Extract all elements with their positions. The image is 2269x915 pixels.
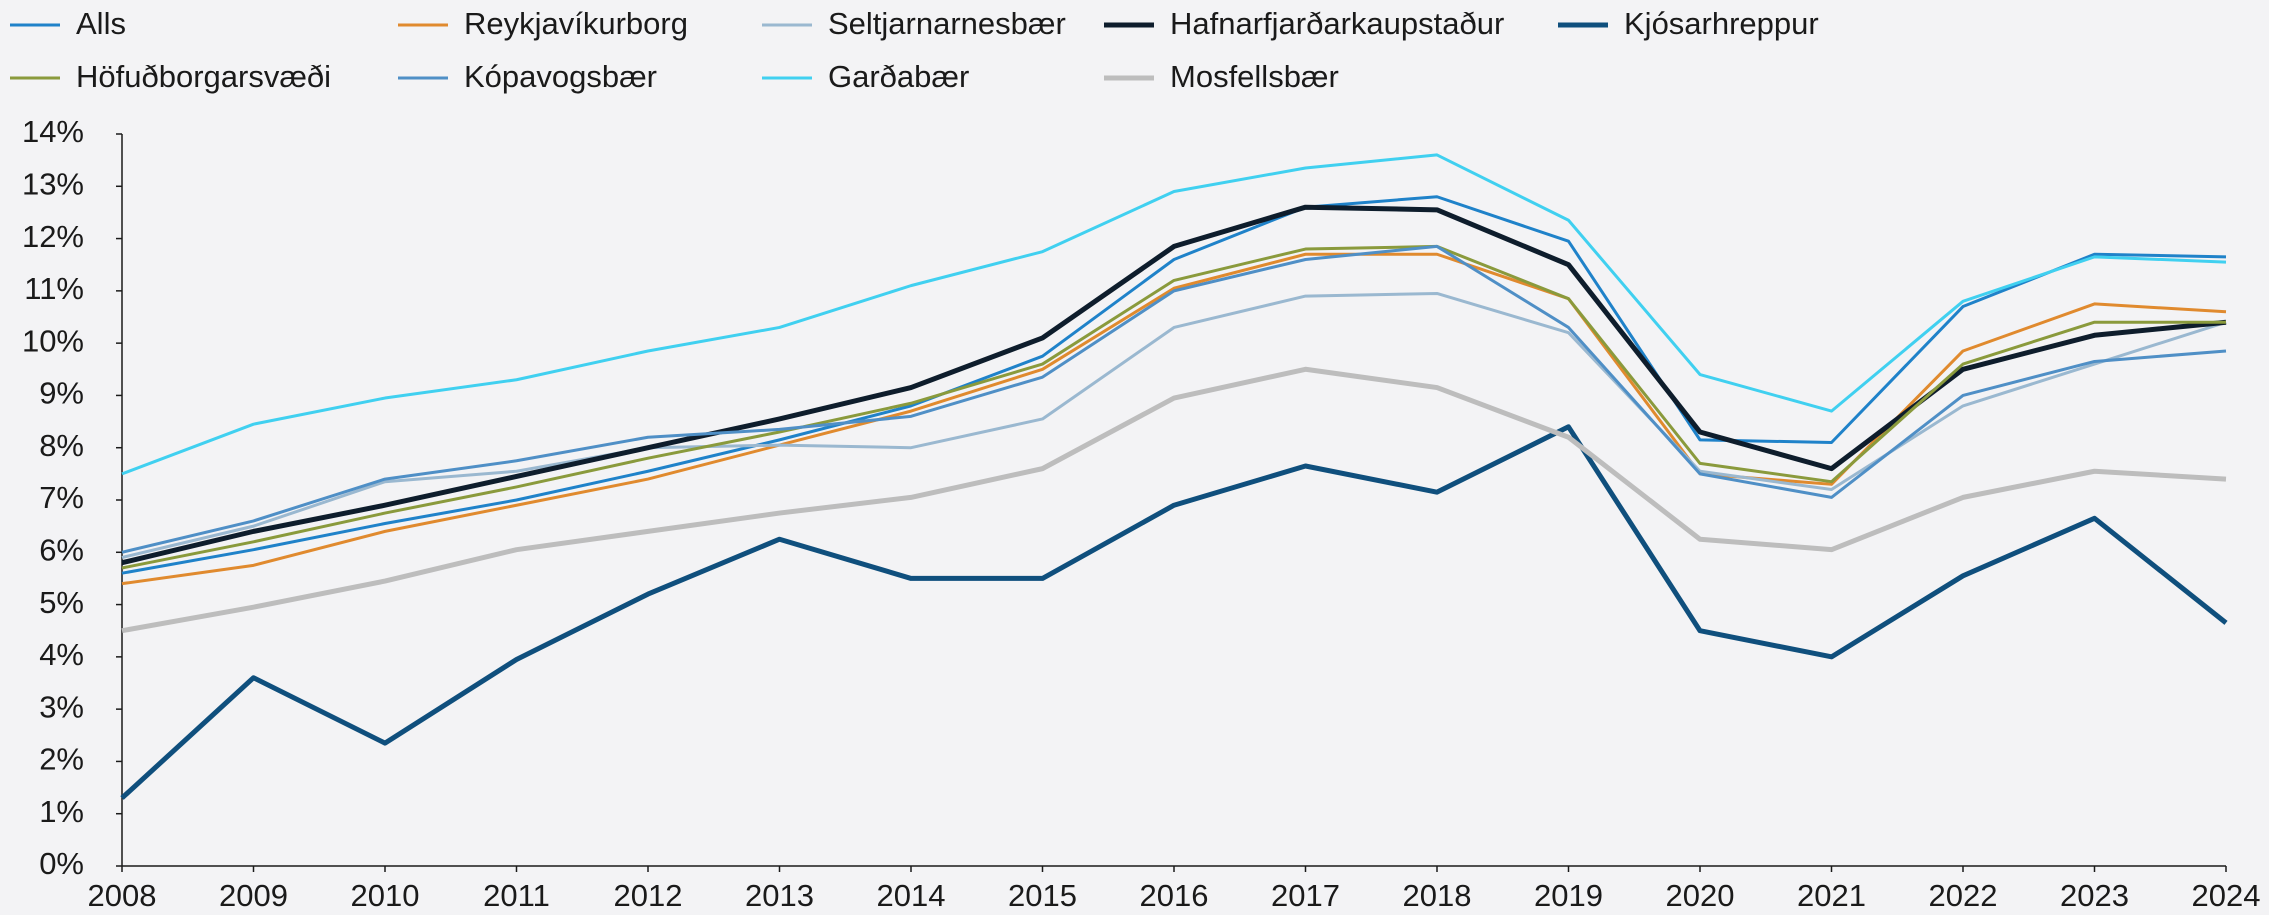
y-tick-label: 13% <box>22 166 84 201</box>
x-tick-label: 2014 <box>877 878 946 913</box>
series-line <box>121 195 2227 575</box>
x-tick-label: 2024 <box>2192 878 2261 913</box>
x-tick-label: 2018 <box>1403 878 1472 913</box>
y-tick-label: 2% <box>39 742 84 777</box>
x-tick-label: 2017 <box>1271 878 1340 913</box>
series-line <box>121 204 2227 566</box>
legend-label: Seltjarnarnesbær <box>828 6 1066 41</box>
y-tick-label: 3% <box>39 689 84 724</box>
x-tick-label: 2010 <box>351 878 420 913</box>
y-tick-label: 6% <box>39 532 84 567</box>
y-tick-label: 5% <box>39 585 84 620</box>
legend-label: Garðabær <box>828 59 969 94</box>
y-tick-label: 14% <box>22 114 84 149</box>
y-tick-label: 10% <box>22 323 84 358</box>
x-tick-label: 2008 <box>88 878 157 913</box>
legend-label: Höfuðborgarsvæði <box>76 59 331 94</box>
x-tick-label: 2011 <box>483 878 550 913</box>
series-line <box>121 244 2227 554</box>
y-tick-label: 0% <box>39 846 84 881</box>
legend-label: Alls <box>76 6 126 41</box>
series-line <box>121 366 2227 634</box>
x-tick-label: 2020 <box>1666 878 1735 913</box>
x-tick-label: 2021 <box>1797 878 1866 913</box>
y-tick-label: 8% <box>39 428 84 463</box>
x-tick-label: 2012 <box>614 878 683 913</box>
x-tick-label: 2016 <box>1140 878 1209 913</box>
x-tick-label: 2015 <box>1008 878 1077 913</box>
y-tick-label: 7% <box>39 480 84 515</box>
series-line <box>121 252 2227 586</box>
legend-label: Kjósarhreppur <box>1624 6 1819 41</box>
series-line <box>121 244 2226 570</box>
y-tick-label: 4% <box>39 637 84 672</box>
series-line <box>121 153 2227 476</box>
x-tick-label: 2023 <box>2060 878 2129 913</box>
legend-label: Kópavogsbær <box>464 59 657 94</box>
y-tick-label: 12% <box>22 219 84 254</box>
legend-label: Mosfellsbær <box>1170 59 1339 94</box>
series-line <box>120 424 2228 800</box>
legend-label: Reykjavíkurborg <box>464 6 688 41</box>
y-tick-label: 1% <box>39 794 84 829</box>
y-tick-label: 9% <box>39 376 84 411</box>
x-tick-label: 2013 <box>745 878 814 913</box>
legend-label: Hafnarfjarðarkaupstaður <box>1170 6 1504 41</box>
x-tick-label: 2019 <box>1534 878 1603 913</box>
x-tick-label: 2009 <box>219 878 288 913</box>
x-tick-label: 2022 <box>1929 878 1998 913</box>
y-tick-label: 11% <box>24 271 84 306</box>
